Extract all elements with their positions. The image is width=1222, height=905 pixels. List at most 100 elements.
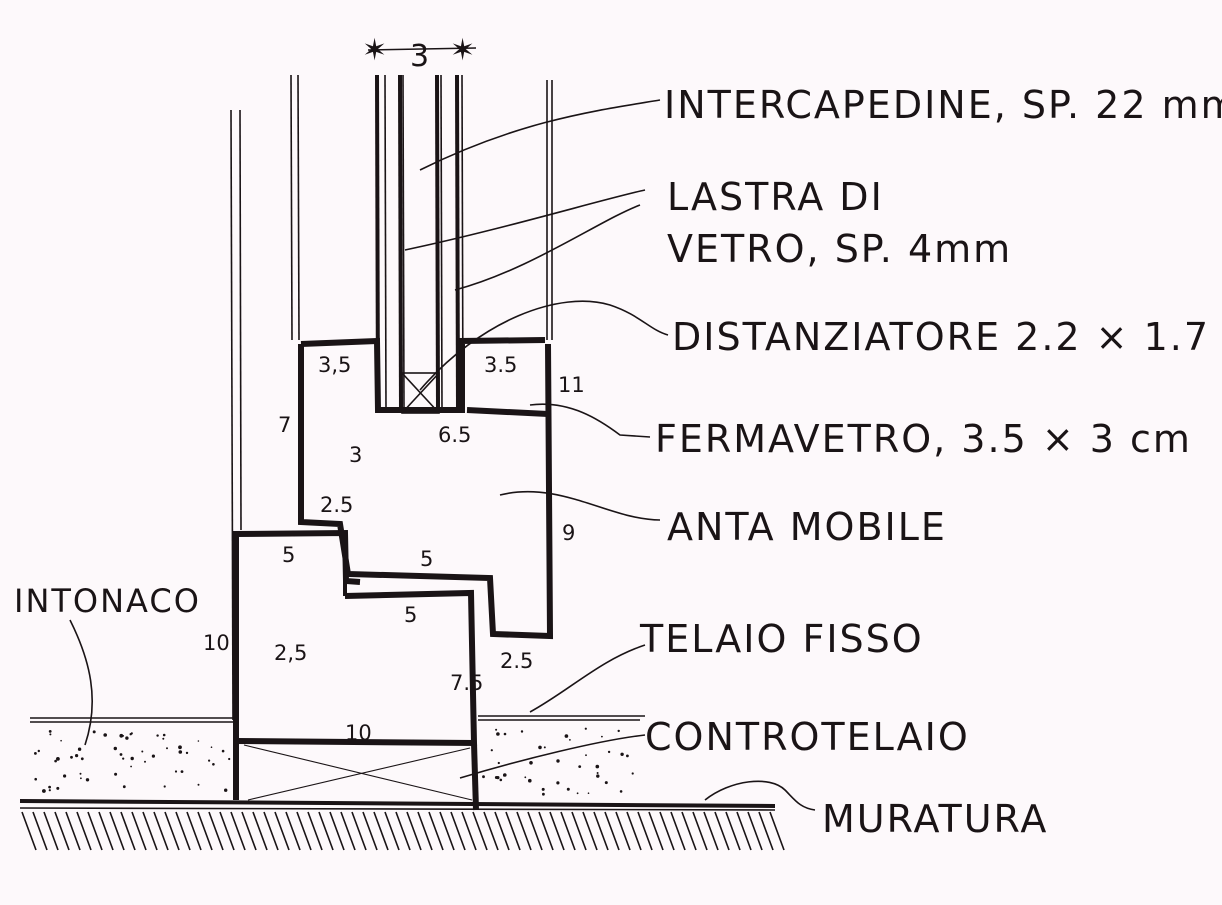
stipple-dot <box>619 790 623 793</box>
stipple-dot <box>144 760 146 763</box>
stipple-dot <box>584 727 587 730</box>
hatch-stroke <box>208 811 224 851</box>
label-muratura: MURATURA <box>822 797 1048 841</box>
label-lastra-line2: VETRO, SP. 4mm <box>667 227 1012 271</box>
label-telaio-fisso: TELAIO FISSO <box>639 617 924 661</box>
hatch-stroke <box>450 811 466 851</box>
stipple-dot <box>122 785 126 789</box>
hatch-stroke <box>483 811 499 851</box>
hatch-stroke <box>439 811 455 851</box>
hatch-stroke <box>65 811 81 851</box>
hatch-stroke <box>538 811 554 851</box>
label-intonaco: INTONACO <box>14 582 201 620</box>
hatch-stroke <box>417 811 433 851</box>
hatch-stroke <box>681 811 697 851</box>
hatch-stroke <box>263 811 279 851</box>
dim-sash-right-top: 11 <box>558 373 585 397</box>
stipple-dot <box>48 785 51 789</box>
stipple-dot <box>85 778 90 782</box>
hatch-stroke <box>725 811 741 851</box>
stipple-dot <box>520 730 524 733</box>
controtelaio-cross <box>243 744 473 801</box>
muratura-hatch <box>19 799 785 851</box>
svg-text:✶: ✶ <box>450 33 475 68</box>
stipple-dot <box>103 733 107 737</box>
hatch-stroke <box>329 811 345 851</box>
stipple-dot <box>210 746 213 748</box>
hatch-stroke <box>87 811 103 851</box>
label-fermavetro: FERMAVETRO, 3.5 × 3 cm <box>655 417 1192 461</box>
hatch-stroke <box>307 811 323 851</box>
intonaco-right <box>478 715 645 796</box>
stipple-dot <box>197 783 200 786</box>
hatch-stroke <box>615 811 631 851</box>
hatch-stroke <box>472 811 488 851</box>
stipple-dot <box>585 754 587 757</box>
stipple-dot <box>587 792 590 794</box>
hatch-stroke <box>747 811 763 851</box>
stipple-dot <box>166 747 168 750</box>
hatch-stroke <box>692 811 708 851</box>
stipple-dot <box>496 732 500 736</box>
stipple-dot <box>48 730 52 733</box>
dim-fermavetro-left: 3,5 <box>318 353 351 377</box>
stipple-dot <box>542 792 545 796</box>
stipple-dot <box>151 754 155 758</box>
stipple-dot <box>156 734 159 737</box>
stipple-dot <box>130 756 134 761</box>
hatch-stroke <box>637 811 653 851</box>
dim-sash-left-height: 7 <box>278 413 291 437</box>
dim-sash-bottom: 5 <box>420 547 433 571</box>
dim-glass-gap: 3 <box>410 39 429 74</box>
stipple-dot <box>538 745 542 750</box>
stipple-dot <box>564 734 569 738</box>
stipple-dot <box>528 778 532 783</box>
intonaco-left <box>30 717 236 793</box>
hatch-stroke <box>527 811 543 851</box>
hatch-stroke <box>76 811 92 851</box>
hatch-stroke <box>219 811 235 851</box>
stipple-dot <box>75 754 79 758</box>
hatch-stroke <box>494 811 510 851</box>
stipple-dot <box>56 786 60 790</box>
stipple-dot <box>42 789 46 793</box>
stipple-dot <box>178 745 182 750</box>
label-controtelaio: CONTROTELAIO <box>645 715 970 759</box>
stipple-dot <box>208 759 211 762</box>
stipple-dot <box>34 752 37 755</box>
hatch-stroke <box>769 811 785 851</box>
hatch-stroke <box>285 811 301 851</box>
stipple-dot <box>70 755 73 759</box>
stipple-dot <box>497 761 500 765</box>
label-intercapedine: INTERCAPEDINE, SP. 22 mm <box>664 83 1222 127</box>
hatch-stroke <box>274 811 290 851</box>
stipple-dot <box>79 772 82 775</box>
dim-frame-mid: 5 <box>404 603 417 627</box>
stipple-dot <box>185 751 189 755</box>
hatch-stroke <box>32 811 48 851</box>
stipple-dot <box>503 775 505 777</box>
stipple-dot <box>604 781 608 785</box>
stipple-dot <box>63 774 67 778</box>
hatch-stroke <box>318 811 334 851</box>
stipple-dot <box>125 736 129 740</box>
hatch-stroke <box>98 811 114 851</box>
stipple-dot <box>556 781 560 785</box>
label-anta-mobile: ANTA MOBILE <box>667 505 947 549</box>
dim-sash-step: 2.5 <box>320 493 353 517</box>
stipple-dot <box>122 757 125 760</box>
dim-fermavetro-height: 3 <box>349 443 362 467</box>
hatch-stroke <box>593 811 609 851</box>
hatch-stroke <box>395 811 411 851</box>
hatch-stroke <box>461 811 477 851</box>
hatch-stroke <box>648 811 664 851</box>
hatch-stroke <box>175 811 191 851</box>
stipple-dot <box>495 728 498 731</box>
hatch-stroke <box>186 811 202 851</box>
stipple-dot <box>499 778 503 782</box>
stipple-dot <box>80 757 84 761</box>
label-distanziatore: DISTANZIATORE 2.2 × 1.7 cm <box>672 315 1222 359</box>
stipple-dot <box>221 749 225 753</box>
stipple-dot <box>60 739 62 742</box>
hatch-stroke <box>351 811 367 851</box>
